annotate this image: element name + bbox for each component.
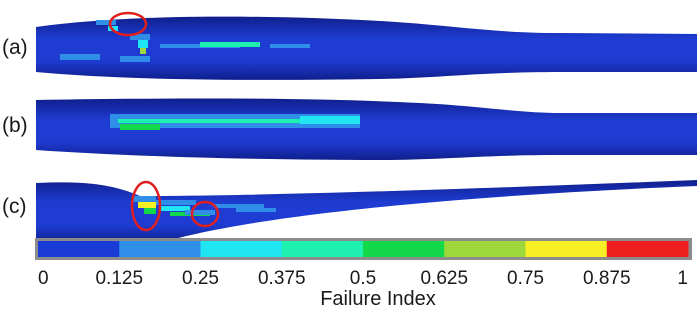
colorbar-segment [281, 241, 364, 257]
blade-b-failure-patches [110, 114, 360, 130]
colorbar-tick-label: 0.375 [258, 268, 306, 289]
colorbar-tick-label: 0.625 [420, 268, 468, 289]
blade-a-surface [36, 16, 697, 80]
colorbar-segment [444, 241, 526, 257]
colorbar-tick-label: 0 [38, 268, 49, 289]
colorbar-segment [525, 241, 608, 257]
panel-label-b: (b) [2, 114, 28, 137]
colorbar [35, 238, 692, 260]
colorbar-title: Failure Index [320, 288, 436, 310]
blade-c-failure-patches [132, 196, 276, 216]
colorbar-segment [38, 241, 120, 257]
panel-label-a: (a) [2, 36, 28, 59]
colorbar-segment [606, 241, 689, 257]
highlight-circle-a [108, 11, 148, 37]
blade-c-surface [36, 180, 697, 245]
colorbar-segment [119, 241, 201, 257]
highlight-circle-c-right [190, 200, 220, 228]
panel-label-c: (c) [2, 195, 27, 218]
colorbar-tick-label: 0.875 [583, 268, 631, 289]
blade-panel-a [36, 11, 697, 80]
colorbar-segment [363, 241, 445, 257]
colorbar-tick-label: 0.25 [182, 268, 219, 289]
colorbar-tick-label: 0.5 [350, 268, 376, 289]
blade-panel-c [36, 180, 697, 245]
blade-panel-b [36, 98, 697, 160]
colorbar-tick-label: 0.75 [507, 268, 544, 289]
colorbar-tick-label: 0.125 [95, 268, 143, 289]
highlight-circle-c-left [130, 180, 162, 232]
blade-b-surface [36, 98, 697, 160]
colorbar-tick-labels: 0 0.125 0.25 0.375 0.5 0.625 0.75 0.875 1 [38, 268, 688, 289]
colorbar-tick-label: 1 [677, 268, 688, 289]
colorbar-segment [200, 241, 283, 257]
